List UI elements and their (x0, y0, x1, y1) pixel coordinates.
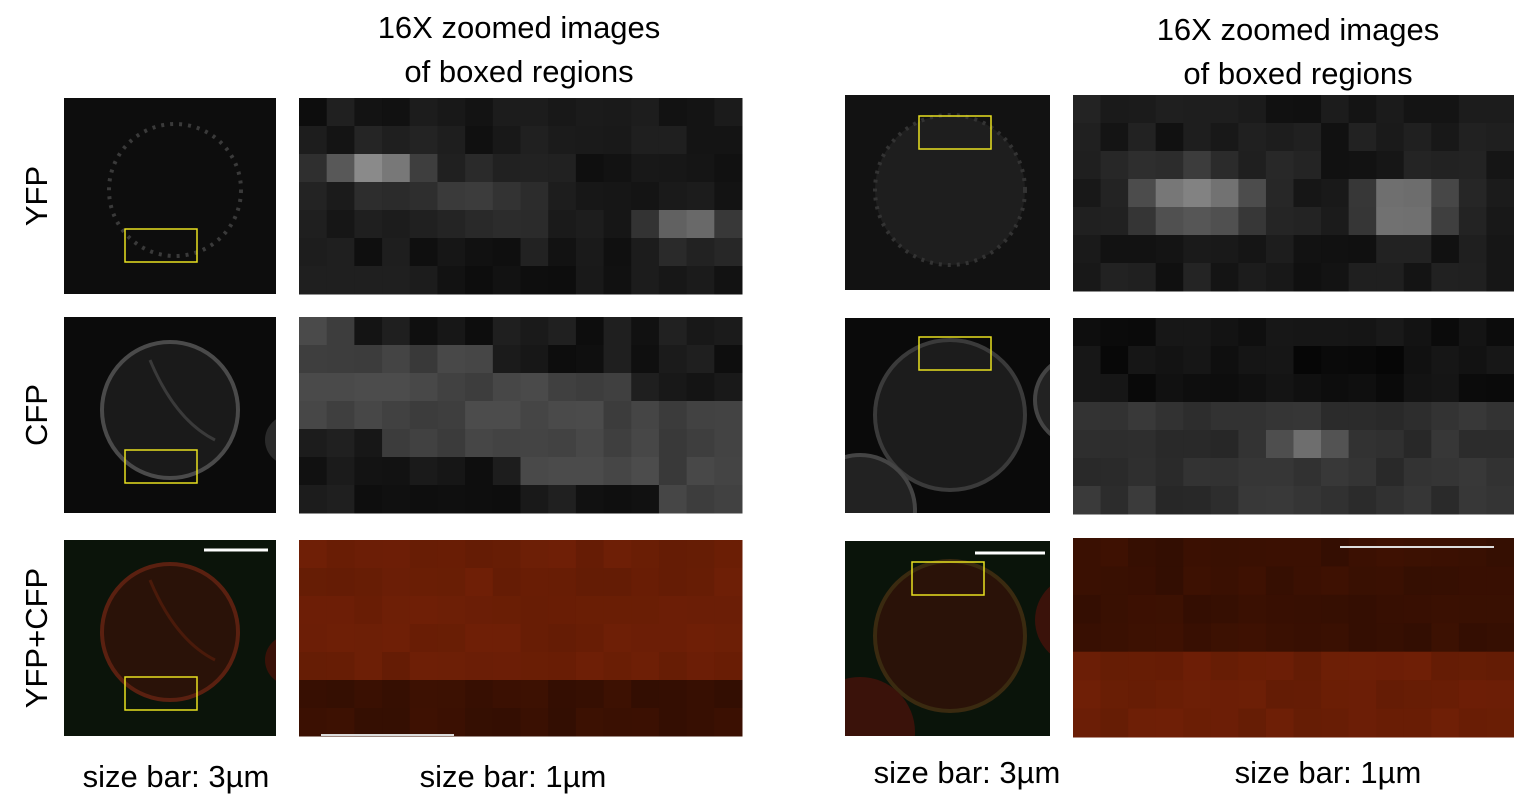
figure: 16X zoomed images of boxed regions 16X z… (0, 0, 1514, 801)
row-label: CFP (19, 384, 54, 446)
zoomed-image (1073, 95, 1514, 292)
zoomed-image (1073, 538, 1514, 738)
caption: size bar: 1µm (420, 759, 607, 794)
zoomed-image (299, 540, 743, 737)
caption: size bar: 1µm (1235, 755, 1422, 790)
heading: of boxed regions (404, 54, 633, 89)
caption: size bar: 3µm (83, 759, 270, 794)
micrograph (64, 98, 276, 294)
micrograph (64, 540, 315, 736)
micrograph (845, 95, 1050, 290)
row-label: YFP+CFP (19, 568, 54, 708)
row-label: YFP (19, 166, 54, 226)
heading: 16X zoomed images (1157, 12, 1440, 47)
zoomed-image (299, 98, 743, 295)
heading: 16X zoomed images (378, 10, 661, 45)
zoomed-image (299, 317, 743, 514)
caption: size bar: 3µm (874, 755, 1061, 790)
heading: of boxed regions (1183, 56, 1412, 91)
zoomed-image (1073, 318, 1514, 515)
